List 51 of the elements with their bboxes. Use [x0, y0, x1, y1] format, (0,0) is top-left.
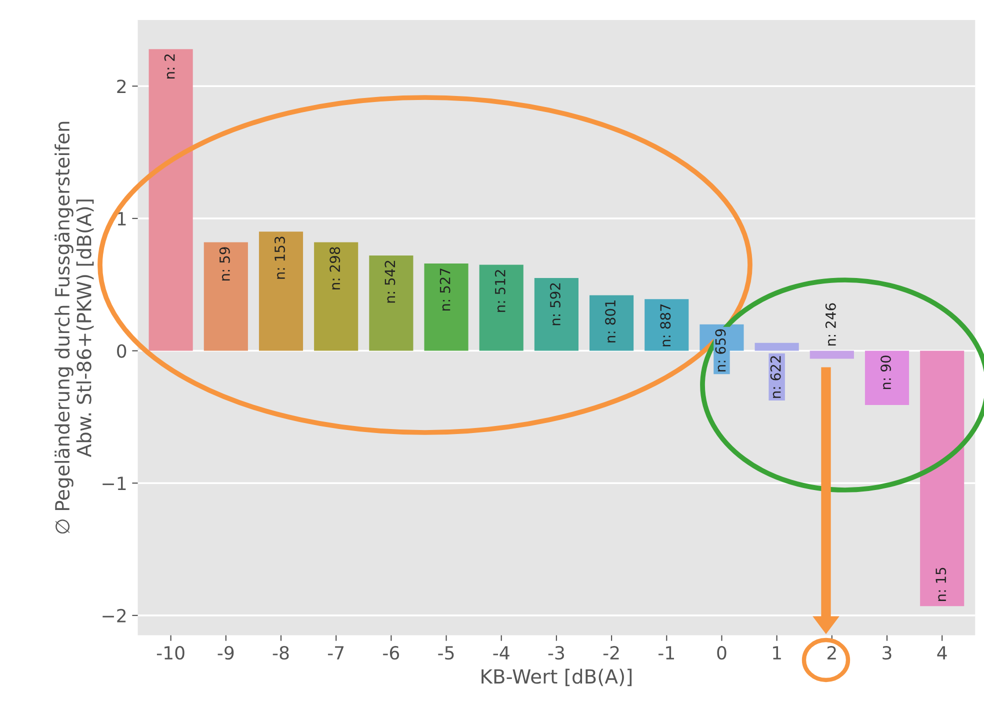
bar: [920, 350, 964, 606]
annotation: n: 527: [440, 268, 450, 311]
annotation: n: 887: [660, 304, 671, 346]
x-tick-label: -7: [328, 646, 344, 660]
x-tick-label: -6: [383, 646, 400, 660]
bar: [590, 295, 634, 351]
bar: [314, 242, 358, 351]
x-axis-title: KB-Wert [dB(A)]: [482, 668, 632, 686]
bar: [479, 264, 524, 351]
annotation: n: 298: [330, 247, 340, 290]
bar: [644, 299, 689, 351]
bar: [369, 256, 414, 351]
y-tick-label: 1: [118, 212, 126, 226]
bar: [534, 278, 578, 351]
bar: [204, 242, 248, 351]
annotation: n: 622: [770, 356, 781, 398]
annotation: n: 2: [164, 54, 175, 79]
x-tick-label: 3: [882, 646, 892, 660]
annotation: n: 542: [384, 260, 396, 303]
x-tick-label: -5: [438, 646, 454, 660]
annotation: n: 59: [219, 247, 230, 281]
x-tick-label: -4: [493, 646, 510, 660]
y-tick-label: 2: [117, 80, 126, 93]
x-tick-label: -2: [603, 646, 619, 660]
x-tick-label: -9: [218, 646, 234, 660]
x-tick-label: -8: [272, 646, 289, 660]
x-tick-label: -3: [548, 646, 564, 660]
bar: [864, 350, 910, 406]
annotation: n: 592: [550, 283, 560, 326]
y-axis-title: ∅ Pegeländerung durch Fussgängersteifen Abw. Stl-86+(PKW) [dB(A)]: [54, 122, 94, 534]
bar: [810, 350, 854, 359]
annotation: n: 153: [274, 236, 286, 279]
x-tick-label: -1: [658, 646, 674, 660]
bar: [258, 232, 304, 351]
bar: [754, 342, 799, 351]
y-tick-label: −2: [102, 608, 126, 622]
annotation: n: 15: [936, 568, 946, 601]
x-tick-label: 2: [827, 646, 836, 660]
y-tick-label: 0: [117, 344, 126, 358]
x-tick-label: 0: [717, 646, 726, 660]
y-tick-label: −1: [102, 476, 126, 490]
bar: [148, 49, 193, 351]
x-tick-label: -10: [156, 646, 184, 660]
annotation: n: 801: [605, 300, 616, 342]
x-tick-label: 1: [773, 646, 781, 660]
bar: [424, 263, 468, 351]
x-tick-label: 4: [937, 646, 947, 660]
annotation: n: 512: [494, 270, 506, 312]
annotation: n: 246: [825, 303, 836, 346]
annotation: n: 659: [715, 329, 726, 372]
annotation: n: 90: [880, 356, 892, 390]
